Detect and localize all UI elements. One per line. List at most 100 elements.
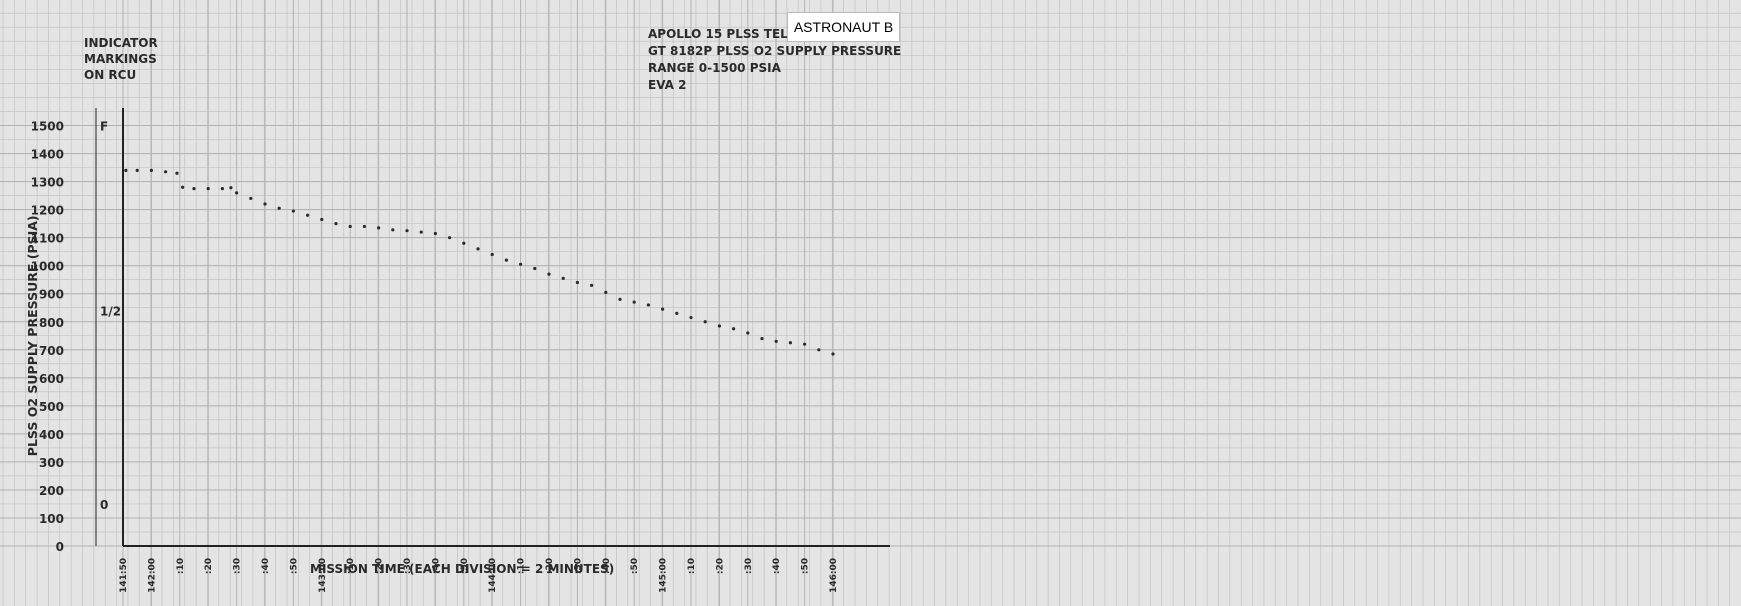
y-tick-label: 500 bbox=[39, 400, 64, 414]
x-tick-label: :50 bbox=[289, 558, 299, 574]
data-point bbox=[348, 224, 352, 229]
astronaut-label-tag: ASTRONAUT B bbox=[787, 12, 900, 42]
data-point bbox=[732, 327, 736, 331]
data-point bbox=[175, 171, 179, 175]
x-tick-label: :10 bbox=[346, 558, 356, 574]
x-tick-label: :40 bbox=[602, 558, 612, 574]
data-point bbox=[760, 336, 764, 341]
data-point bbox=[149, 168, 153, 172]
data-point bbox=[291, 209, 295, 213]
indicator-mark-label: 1/2 bbox=[100, 305, 121, 319]
data-point bbox=[519, 262, 523, 266]
y-tick-label: 100 bbox=[39, 512, 64, 526]
x-tick-label: :20 bbox=[715, 558, 725, 574]
data-point bbox=[220, 187, 224, 191]
chart-title-line: EVA 2 bbox=[648, 78, 686, 92]
data-point bbox=[124, 168, 128, 172]
data-point bbox=[533, 266, 537, 271]
y-tick-label: 900 bbox=[39, 288, 64, 302]
data-point bbox=[277, 206, 281, 210]
x-tick-label: :50 bbox=[630, 558, 640, 574]
y-tick-label: 400 bbox=[39, 428, 64, 442]
data-point bbox=[362, 224, 366, 229]
y-tick-label: 1200 bbox=[31, 204, 64, 218]
data-point bbox=[504, 258, 508, 262]
x-tick-label: :30 bbox=[573, 558, 583, 574]
y-tick-label: 300 bbox=[39, 456, 64, 470]
indicator-heading-line: MARKINGS bbox=[84, 52, 157, 66]
data-point bbox=[192, 187, 196, 191]
data-point bbox=[746, 331, 750, 335]
data-point bbox=[547, 272, 551, 276]
y-tick-label: 1500 bbox=[31, 120, 64, 134]
data-point bbox=[561, 276, 565, 280]
x-tick-label: :30 bbox=[403, 558, 413, 574]
data-point bbox=[590, 283, 594, 287]
x-tick-label: :10 bbox=[687, 558, 697, 574]
y-tick-label: 700 bbox=[39, 344, 64, 358]
data-point bbox=[632, 300, 636, 304]
data-point bbox=[618, 297, 622, 301]
indicator-heading-line: ON RCU bbox=[84, 68, 136, 82]
data-point bbox=[306, 213, 310, 217]
data-point bbox=[377, 226, 381, 230]
x-tick-label: :20 bbox=[375, 558, 385, 574]
indicator-heading-line: INDICATOR bbox=[84, 36, 158, 50]
x-tick-label: :40 bbox=[431, 558, 441, 574]
x-tick-label: 143:00 bbox=[318, 558, 328, 593]
x-tick-label: :10 bbox=[176, 558, 186, 574]
indicator-mark-label: F bbox=[100, 120, 108, 134]
y-tick-label: 200 bbox=[39, 484, 64, 498]
x-tick-label: :50 bbox=[801, 558, 811, 574]
data-point bbox=[320, 217, 324, 222]
data-point bbox=[803, 342, 807, 346]
data-point bbox=[448, 236, 452, 240]
y-axis-label: PLSS O2 SUPPLY PRESSURE (PSIA) bbox=[25, 215, 40, 456]
data-point bbox=[490, 252, 494, 257]
data-point bbox=[774, 339, 778, 343]
y-tick-label: 0 bbox=[56, 540, 64, 554]
x-tick-label: :30 bbox=[233, 558, 243, 574]
data-point bbox=[135, 168, 139, 172]
data-point bbox=[164, 170, 168, 174]
x-tick-label: :20 bbox=[545, 558, 555, 574]
data-point bbox=[717, 324, 722, 328]
x-tick-label: :40 bbox=[772, 558, 782, 574]
x-tick-label: 144:00 bbox=[488, 558, 498, 593]
y-tick-label: 1000 bbox=[31, 260, 64, 274]
x-tick-label: :40 bbox=[261, 558, 271, 574]
x-tick-label: :50 bbox=[460, 558, 470, 574]
x-tick-label: :30 bbox=[744, 558, 754, 574]
data-point bbox=[263, 202, 267, 206]
x-axis-label: MISSION TIME (EACH DIVISION = 2 MINUTES) bbox=[310, 562, 614, 576]
data-point bbox=[206, 187, 210, 191]
data-point bbox=[675, 311, 679, 315]
data-point bbox=[181, 185, 185, 189]
data-point bbox=[703, 320, 707, 324]
data-point bbox=[689, 315, 693, 320]
x-tick-label: 146:00 bbox=[829, 558, 839, 593]
data-point bbox=[831, 352, 835, 356]
data-point bbox=[661, 307, 665, 311]
y-tick-label: 600 bbox=[39, 372, 64, 386]
data-point bbox=[229, 186, 233, 190]
data-point bbox=[476, 247, 480, 251]
y-tick-label: 800 bbox=[39, 316, 64, 330]
data-point bbox=[646, 303, 651, 307]
x-tick-label: 142:00 bbox=[147, 558, 157, 593]
y-tick-label: 1100 bbox=[31, 232, 64, 246]
x-tick-label: :20 bbox=[204, 558, 214, 574]
data-point bbox=[334, 222, 338, 226]
y-tick-label: 1400 bbox=[31, 148, 64, 162]
data-point bbox=[575, 280, 580, 285]
data-point bbox=[249, 196, 253, 201]
data-point bbox=[604, 290, 608, 294]
data-point bbox=[788, 341, 793, 345]
data-point bbox=[462, 241, 466, 245]
data-point bbox=[817, 348, 821, 352]
indicator-mark-label: 0 bbox=[100, 498, 108, 512]
